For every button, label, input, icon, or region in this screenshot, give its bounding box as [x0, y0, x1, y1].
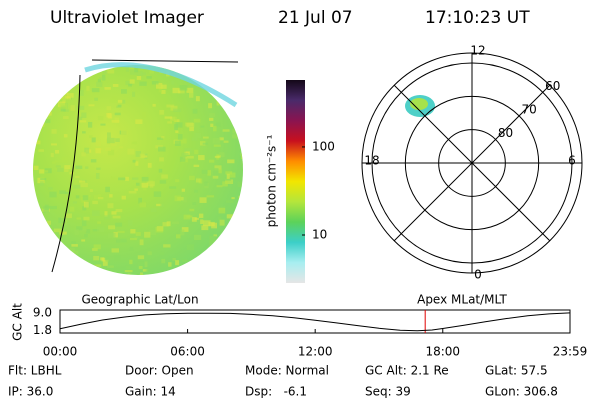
status-field: GLon: 306.8 [485, 385, 558, 399]
x-tick-label: 00:00 [43, 345, 78, 359]
apex-label: Apex MLat/MLT [417, 293, 507, 307]
status-field: Mode: Normal [245, 364, 329, 378]
x-tick-label: 12:00 [298, 345, 333, 359]
status-field: GC Alt: 2.1 Re [365, 364, 449, 378]
uv-image [33, 59, 243, 275]
x-tick-label: 18:00 [425, 345, 460, 359]
status-field: IP: 36.0 [8, 385, 53, 399]
lat-label: 80 [498, 126, 513, 140]
colorbar [286, 80, 305, 283]
mlt-label: 12 [470, 44, 485, 58]
lat-circle [371, 62, 573, 264]
x-tick-label: 23:59 [553, 345, 588, 359]
status-field: Flt: LBHL [8, 364, 62, 378]
title: Ultraviolet Imager [50, 8, 204, 28]
y-tick-label: 1.8 [33, 323, 52, 337]
x-tick-label: 06:00 [170, 345, 205, 359]
colorbar-tick-label: 10 [312, 228, 327, 242]
status-field: GLat: 57.5 [485, 364, 548, 378]
colorbar-tick-label: 100 [312, 139, 335, 153]
status-field: Gain: 14 [125, 385, 176, 399]
aurora-blob [405, 95, 435, 117]
status-field: Door: Open [125, 364, 194, 378]
status-field: Seq: 39 [365, 385, 411, 399]
status-field: Dsp: -6.1 [245, 385, 307, 399]
colorbar-label: photon cm⁻²s⁻¹ [265, 134, 279, 227]
lat-circle [404, 95, 540, 231]
altitude-line [59, 312, 570, 332]
geo-label: Geographic Lat/Lon [81, 293, 198, 307]
lat-circle [438, 129, 506, 197]
lat-label: 70 [521, 102, 536, 116]
time: 17:10:23 UT [425, 8, 530, 28]
mlt-label: 0 [474, 268, 482, 282]
y-tick-label: 9.0 [33, 306, 52, 320]
alt-label: GC Alt [11, 303, 25, 341]
mlt-diagonal [393, 84, 551, 242]
lat-label: 60 [545, 79, 560, 93]
date: 21 Jul 07 [278, 8, 353, 28]
